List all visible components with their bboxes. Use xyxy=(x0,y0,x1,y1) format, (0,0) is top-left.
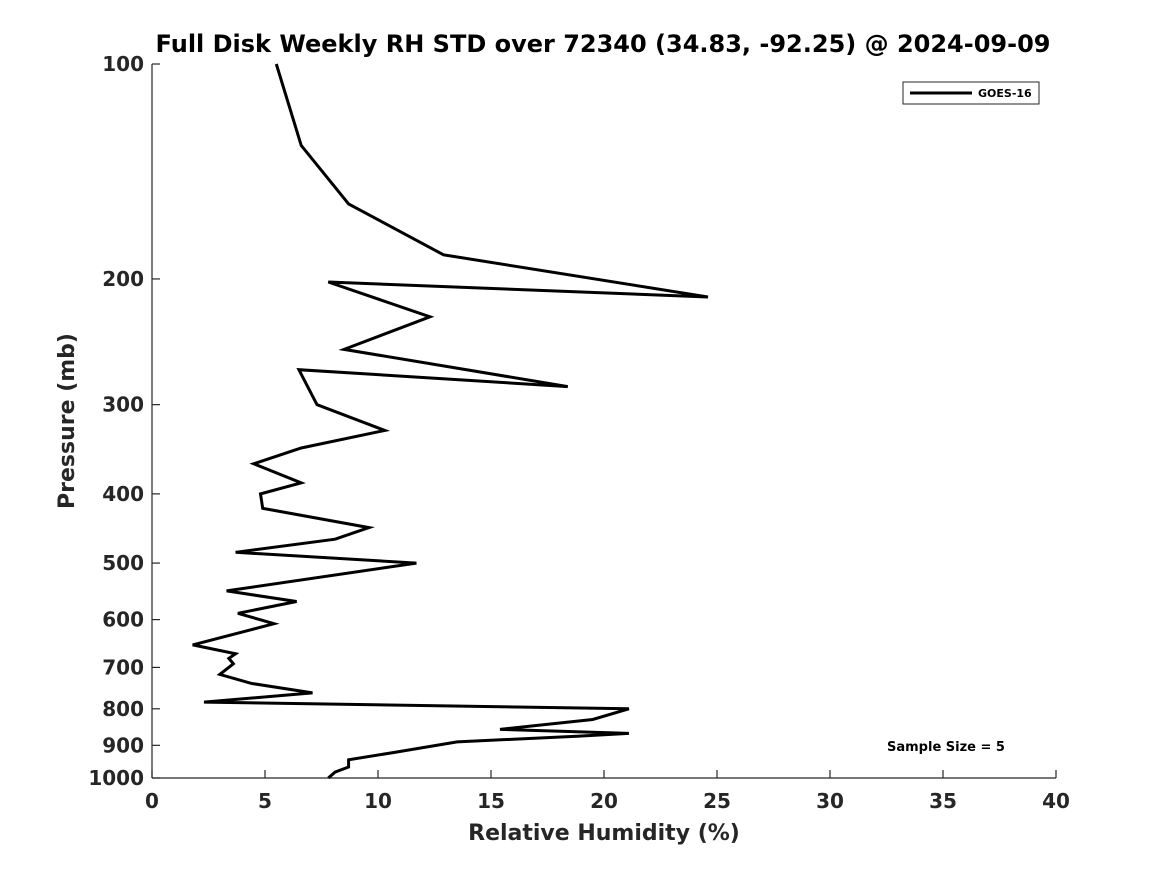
x-tick-label: 35 xyxy=(929,789,957,813)
y-tick-label: 600 xyxy=(102,608,144,632)
x-tick-label: 20 xyxy=(590,789,618,813)
x-tick-label: 40 xyxy=(1042,789,1070,813)
x-tick-label: 5 xyxy=(258,789,272,813)
x-tick-label: 10 xyxy=(364,789,392,813)
y-tick-label: 1000 xyxy=(88,766,144,790)
y-tick-label: 900 xyxy=(102,733,144,757)
series-line-goes-16 xyxy=(192,63,709,780)
x-ticks: 0 5 10 15 20 25 30 35 40 xyxy=(145,770,1070,813)
sample-size-annotation: Sample Size = 5 xyxy=(887,740,1005,755)
x-tick-label: 15 xyxy=(477,789,505,813)
y-tick-label: 500 xyxy=(102,551,144,575)
x-tick-label: 0 xyxy=(145,789,159,813)
y-tick-label: 400 xyxy=(102,482,144,506)
y-tick-label: 300 xyxy=(102,393,144,417)
x-tick-label: 25 xyxy=(703,789,731,813)
chart-title: Full Disk Weekly RH STD over 72340 (34.8… xyxy=(156,30,1051,58)
x-tick-label: 30 xyxy=(816,789,844,813)
y-ticks: 100 200 300 400 500 600 700 800 900 1000 xyxy=(88,52,160,790)
legend: GOES-16 xyxy=(902,81,1040,105)
legend-label-goes-16: GOES-16 xyxy=(978,87,1032,100)
y-axis-label: Pressure (mb) xyxy=(55,333,80,509)
y-tick-label: 800 xyxy=(102,697,144,721)
y-tick-label: 100 xyxy=(102,52,144,76)
y-tick-label: 200 xyxy=(102,267,144,291)
x-axis-label: Relative Humidity (%) xyxy=(468,821,740,846)
y-tick-label: 700 xyxy=(102,655,144,679)
